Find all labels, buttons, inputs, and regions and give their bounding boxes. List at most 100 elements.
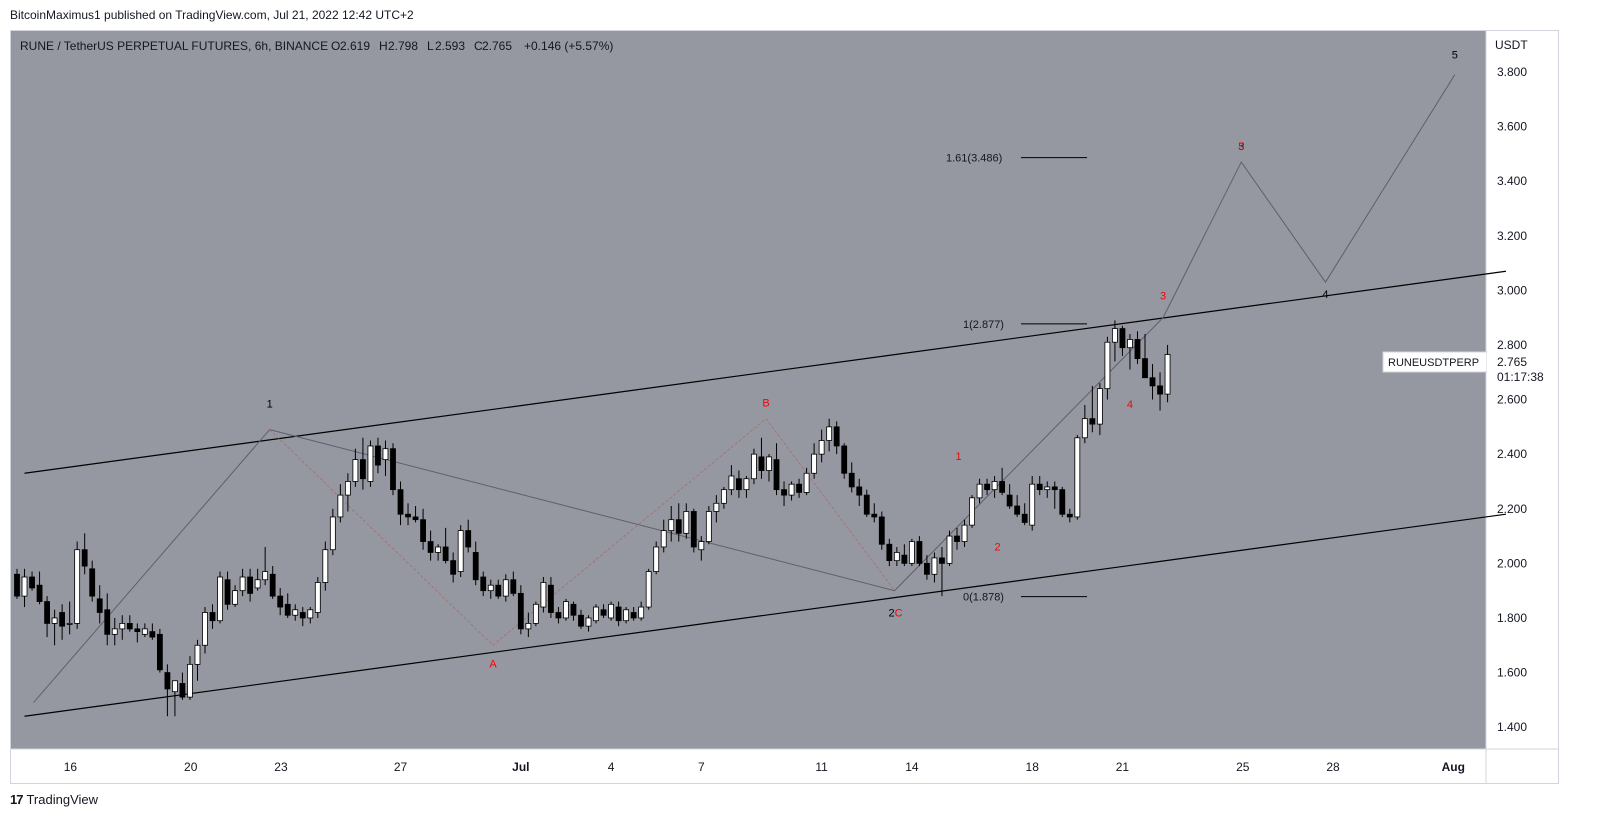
candle xyxy=(427,530,434,561)
candle-body xyxy=(1112,328,1118,343)
candle-body xyxy=(457,530,464,572)
candle xyxy=(435,544,442,561)
price-tick-label: 3.000 xyxy=(1497,283,1527,297)
legend-symbol: RUNE / TetherUS PERPETUAL FUTURES, 6h, B… xyxy=(20,39,328,53)
candle xyxy=(360,437,366,490)
candle xyxy=(1104,336,1111,400)
candle-body xyxy=(1104,341,1111,390)
candle xyxy=(382,440,389,476)
wave-label: 3 xyxy=(1160,291,1166,303)
candle-body xyxy=(126,623,133,630)
candle xyxy=(1127,334,1133,370)
candle xyxy=(540,577,547,613)
candle-body xyxy=(999,481,1006,493)
candle xyxy=(352,448,359,487)
candle-body xyxy=(74,549,81,624)
candle-body xyxy=(645,571,652,608)
candle xyxy=(141,623,148,638)
price-chart[interactable]: 1.61(3.486)1(2.877)0(1.878) 12345ABC1234… xyxy=(11,31,1558,783)
candle-body xyxy=(555,612,562,619)
candle-body xyxy=(111,628,118,635)
candle-body xyxy=(360,459,366,480)
candle xyxy=(1112,320,1118,362)
candle-body xyxy=(653,546,660,572)
candle-body xyxy=(375,445,381,466)
candle-body xyxy=(224,579,231,605)
candle-body xyxy=(1006,494,1013,507)
legend-change: +0.146 (+5.57%) xyxy=(524,39,613,53)
candle xyxy=(1044,481,1051,498)
candle xyxy=(901,544,908,567)
candle-body xyxy=(961,524,968,542)
candle-body xyxy=(510,579,517,594)
candle-body xyxy=(104,609,111,635)
candle xyxy=(487,579,494,599)
candle xyxy=(826,418,833,452)
candle-body xyxy=(66,623,73,625)
candle xyxy=(705,506,712,545)
candle-body xyxy=(1014,505,1021,515)
candle-body xyxy=(766,456,772,471)
candle-body xyxy=(179,683,186,698)
candle xyxy=(126,615,133,632)
candle-body xyxy=(781,489,787,496)
candle xyxy=(172,680,178,717)
candle-body xyxy=(796,483,802,493)
candle xyxy=(893,546,900,567)
candle-body xyxy=(924,562,930,575)
candle xyxy=(984,478,990,496)
candle-body xyxy=(427,541,434,553)
wave-label: 3 xyxy=(1238,141,1244,153)
candle-body xyxy=(292,609,299,616)
candle xyxy=(21,568,28,608)
fib-level-label: 0(1.878) xyxy=(963,592,1004,604)
candle-body xyxy=(262,571,269,581)
candle xyxy=(1014,495,1021,517)
candle-body xyxy=(277,595,284,608)
candle-body xyxy=(382,448,389,461)
candle-body xyxy=(638,606,645,619)
candle xyxy=(713,495,720,523)
time-tick-label: Jul xyxy=(512,760,529,774)
wave-label: 5 xyxy=(1238,141,1244,153)
time-tick-label: 11 xyxy=(815,760,828,774)
time-tick-label: 28 xyxy=(1326,760,1340,774)
candle xyxy=(292,604,299,621)
candle-body xyxy=(412,516,419,521)
candle xyxy=(668,506,675,542)
candle xyxy=(1142,334,1148,379)
candle-body xyxy=(991,481,998,491)
candle-body xyxy=(976,483,983,499)
candle xyxy=(758,437,765,479)
candle-body xyxy=(314,582,321,613)
candle xyxy=(36,571,43,605)
candle-body xyxy=(743,478,750,491)
candle xyxy=(1089,385,1096,433)
candle xyxy=(307,607,314,624)
candle-body xyxy=(705,511,712,542)
candle xyxy=(254,568,261,591)
price-tick-label: 1.400 xyxy=(1497,720,1527,734)
candle xyxy=(908,538,915,567)
candle-body xyxy=(164,672,171,690)
time-tick-label: 14 xyxy=(905,760,919,774)
candle-body xyxy=(1021,513,1028,523)
price-tag-countdown: 01:17:38 xyxy=(1497,370,1544,384)
candle-body xyxy=(119,623,126,630)
candle xyxy=(525,612,532,638)
price-tick-label: 1.600 xyxy=(1497,666,1527,680)
candle-body xyxy=(202,612,208,646)
candle xyxy=(1119,325,1126,356)
candle xyxy=(247,568,254,602)
candle-body xyxy=(683,511,690,534)
legend-open-value: 2.619 xyxy=(340,39,370,53)
candle-body xyxy=(713,502,720,512)
candle-body xyxy=(532,603,539,624)
candle-body xyxy=(1081,418,1088,439)
candle xyxy=(1021,503,1028,526)
candle xyxy=(833,421,840,455)
candle xyxy=(472,541,479,586)
candle xyxy=(578,609,584,629)
candle xyxy=(683,503,690,539)
